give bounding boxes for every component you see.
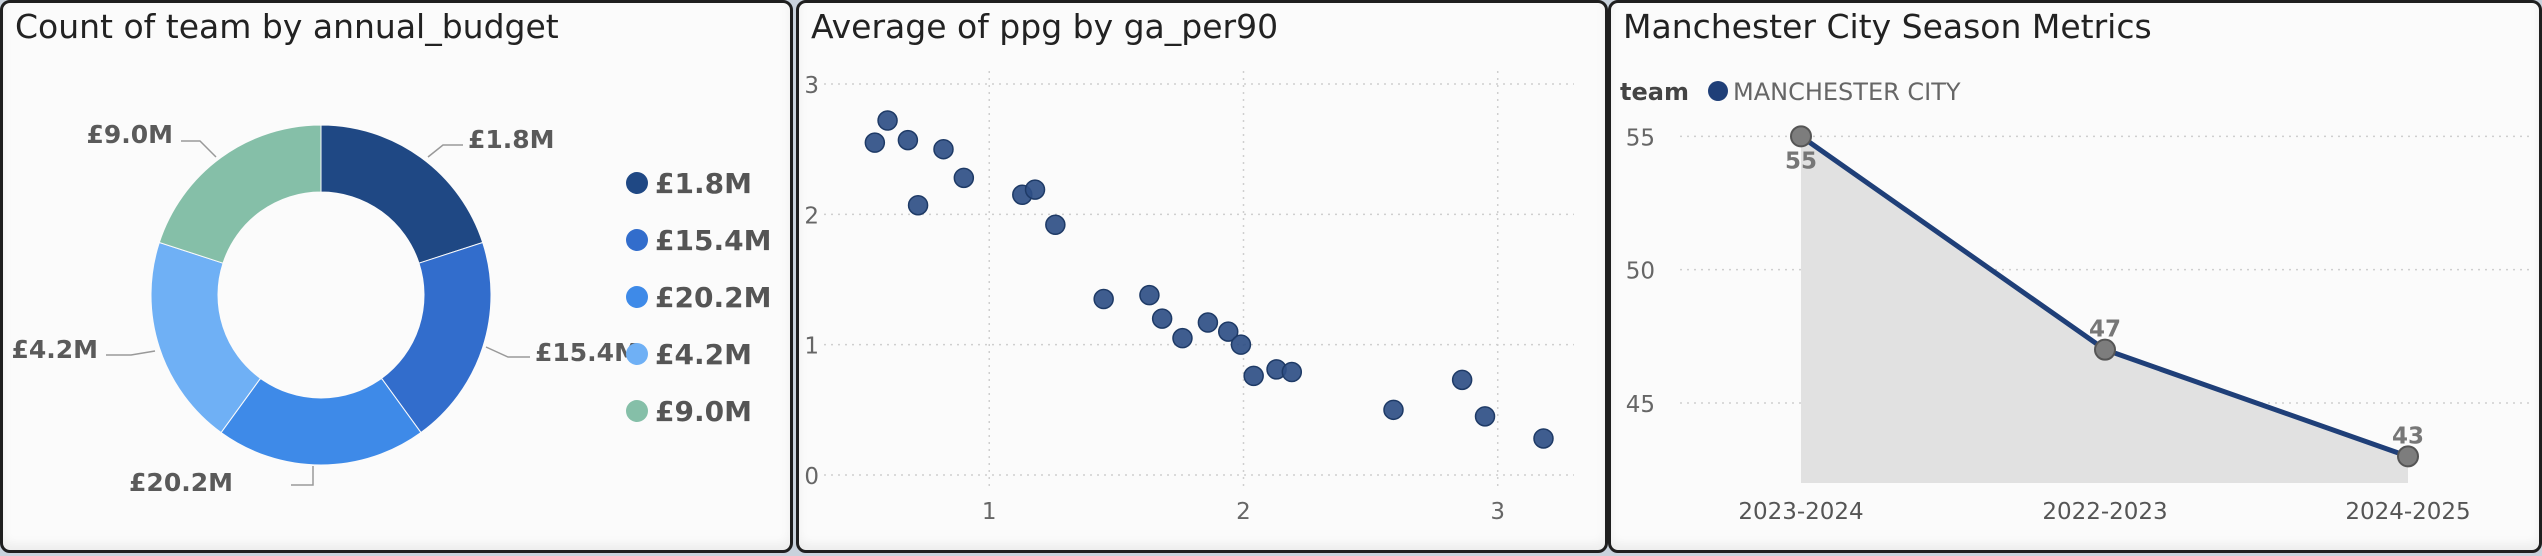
legend-label-5: £9.0M <box>655 395 752 428</box>
line-data-label-3: 43 <box>2392 423 2424 449</box>
scatter-xtick-label-2: 2 <box>1236 499 1251 525</box>
scatter-point-10 <box>1093 288 1114 310</box>
legend-marker-2 <box>626 229 648 251</box>
line-xtick-label-1: 2023-2024 <box>1738 499 1863 525</box>
legend-label-3: £20.2M <box>655 281 771 314</box>
legend-series-label: MANCHESTER CITY <box>1733 78 1961 106</box>
legend-title: team <box>1620 78 1689 106</box>
legend-label-2: £15.4M <box>655 224 771 257</box>
legend-label-1: £1.8M <box>655 167 752 200</box>
scatter-point-1 <box>864 132 886 153</box>
donut-data-label-2: £15.4M <box>535 338 639 367</box>
scatter-point-22 <box>1474 406 1496 427</box>
donut-chart-title: Count of team by annual_budget <box>15 7 559 46</box>
scatter-ytick-label-4: 3 <box>804 73 819 99</box>
scatter-point-6 <box>953 167 975 189</box>
donut-data-label-5: £9.0M <box>86 120 173 149</box>
legend-label-4: £4.2M <box>655 338 752 371</box>
scatter-point-5 <box>933 138 954 160</box>
line-chart-panel: Manchester City Season Metrics team MANCH… <box>1608 0 2542 553</box>
legend-marker-3 <box>626 286 648 308</box>
scatter-xtick-label-1: 1 <box>982 499 997 525</box>
legend-marker <box>1708 81 1728 101</box>
donut-data-label-3: £20.2M <box>129 468 233 497</box>
line-point-3 <box>2397 445 2419 468</box>
scatter-point-3 <box>897 129 919 151</box>
scatter-point-16 <box>1230 334 1252 355</box>
line-xtick-label-2: 2022-2023 <box>2042 499 2167 525</box>
donut-chart-panel: Count of team by annual_budget £1.8M £15.… <box>0 0 793 553</box>
scatter-ytick-label-2: 1 <box>804 334 819 360</box>
scatter-point-9 <box>1045 214 1066 236</box>
scatter-xtick-label-3: 3 <box>1490 499 1505 525</box>
scatter-point-8 <box>1024 179 1046 200</box>
line-data-label-1: 55 <box>1785 148 1817 174</box>
donut-leader-line-1 <box>427 144 463 158</box>
scatter-point-13 <box>1172 327 1193 349</box>
donut-data-label-4: £4.2M <box>11 335 98 364</box>
line-point-1 <box>1790 125 1812 148</box>
scatter-point-2 <box>877 110 898 131</box>
scatter-chart-panel: Average of ppg by ga_per90 0 1 2 3 1 2 3 <box>796 0 1608 553</box>
scatter-point-15 <box>1217 321 1239 342</box>
area-line-chart: team MANCHESTER CITY 45 50 55 55 47 43 2023-2024… <box>1620 78 2529 525</box>
scatter-ytick-label-1: 0 <box>804 464 819 490</box>
scatter-point-4 <box>907 194 929 216</box>
scatter-point-12 <box>1151 308 1173 329</box>
donut-leader-line-4 <box>106 350 156 356</box>
scatter-point-21 <box>1451 369 1473 391</box>
legend-marker-1 <box>626 172 648 194</box>
area-fill <box>1801 136 2408 484</box>
line-ytick-label-2: 50 <box>1626 259 1655 285</box>
scatter-chart-title: Average of ppg by ga_per90 <box>811 7 1279 46</box>
scatter-chart: 0 1 2 3 1 2 3 <box>804 71 1574 525</box>
scatter-point-17 <box>1243 365 1264 387</box>
donut-data-label-1: £1.8M <box>468 125 555 154</box>
scatter-point-19 <box>1281 361 1303 383</box>
legend-marker-5 <box>626 400 648 422</box>
scatter-ytick-label-3: 2 <box>804 203 819 229</box>
line-data-label-2: 47 <box>2089 317 2121 343</box>
donut-leader-line-5 <box>181 140 217 158</box>
donut-leader-line-3 <box>291 466 314 486</box>
donut-chart: £1.8M £15.4M £20.2M £4.2M £9.0M £1.8M £15.4M £2… <box>11 120 771 497</box>
line-ytick-label-3: 55 <box>1626 125 1655 151</box>
line-ytick-label-1: 45 <box>1626 392 1655 418</box>
line-chart-title: Manchester City Season Metrics <box>1623 7 2152 46</box>
scatter-point-14 <box>1197 312 1219 333</box>
legend-marker-4 <box>626 343 648 365</box>
scatter-point-11 <box>1139 284 1160 306</box>
line-point-2 <box>2094 338 2116 361</box>
line-xtick-label-3: 2024-2025 <box>2345 499 2470 525</box>
scatter-point-23 <box>1533 428 1554 449</box>
donut-leader-line-2 <box>485 346 530 358</box>
donut-slice-5 <box>158 124 322 264</box>
scatter-point-20 <box>1383 399 1404 421</box>
